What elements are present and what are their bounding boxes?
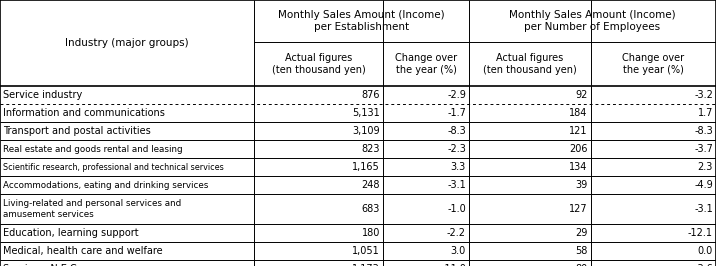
- Text: 1,165: 1,165: [352, 162, 380, 172]
- Text: -8.3: -8.3: [695, 126, 713, 136]
- Text: 80: 80: [576, 264, 588, 266]
- Text: -3.1: -3.1: [448, 180, 466, 190]
- Text: 180: 180: [362, 228, 380, 238]
- Text: 134: 134: [569, 162, 588, 172]
- Text: -3.2: -3.2: [694, 90, 713, 100]
- Text: Information and communications: Information and communications: [3, 108, 165, 118]
- Text: 92: 92: [576, 90, 588, 100]
- Text: 3,109: 3,109: [352, 126, 380, 136]
- Text: 0.0: 0.0: [698, 246, 713, 256]
- Text: Industry (major groups): Industry (major groups): [65, 38, 189, 48]
- Text: Service industry: Service industry: [3, 90, 82, 100]
- Text: -3.1: -3.1: [695, 204, 713, 214]
- Text: Real estate and goods rental and leasing: Real estate and goods rental and leasing: [3, 144, 183, 153]
- Text: 39: 39: [576, 180, 588, 190]
- Text: 876: 876: [362, 90, 380, 100]
- Text: 2.3: 2.3: [697, 162, 713, 172]
- Text: Change over
the year (%): Change over the year (%): [622, 53, 684, 75]
- Text: -8.3: -8.3: [448, 126, 466, 136]
- Text: -1.0: -1.0: [448, 204, 466, 214]
- Text: -2.2: -2.2: [447, 228, 466, 238]
- Text: 206: 206: [569, 144, 588, 154]
- Text: Actual figures
(ten thousand yen): Actual figures (ten thousand yen): [272, 53, 365, 75]
- Text: Services, N.E.C: Services, N.E.C: [3, 264, 77, 266]
- Text: 3.3: 3.3: [451, 162, 466, 172]
- Text: 58: 58: [576, 246, 588, 256]
- Text: 248: 248: [362, 180, 380, 190]
- Text: -12.1: -12.1: [688, 228, 713, 238]
- Text: Scientific research, professional and technical services: Scientific research, professional and te…: [3, 163, 223, 172]
- Text: -3.7: -3.7: [694, 144, 713, 154]
- Text: Living-related and personal services and
amusement services: Living-related and personal services and…: [3, 199, 181, 219]
- Text: 1.7: 1.7: [697, 108, 713, 118]
- Text: 184: 184: [569, 108, 588, 118]
- Text: Accommodations, eating and drinking services: Accommodations, eating and drinking serv…: [3, 181, 208, 189]
- Text: -4.9: -4.9: [695, 180, 713, 190]
- Text: Transport and postal activities: Transport and postal activities: [3, 126, 151, 136]
- Text: 127: 127: [569, 204, 588, 214]
- Text: Actual figures
(ten thousand yen): Actual figures (ten thousand yen): [483, 53, 576, 75]
- Text: Monthly Sales Amount (Income)
per Establishment: Monthly Sales Amount (Income) per Establ…: [279, 10, 445, 32]
- Text: 3.0: 3.0: [451, 246, 466, 256]
- Text: Change over
the year (%): Change over the year (%): [395, 53, 457, 75]
- Text: Medical, health care and welfare: Medical, health care and welfare: [3, 246, 163, 256]
- Text: 1,051: 1,051: [352, 246, 380, 256]
- Text: -2.9: -2.9: [447, 90, 466, 100]
- Text: 1,173: 1,173: [352, 264, 380, 266]
- Text: 29: 29: [576, 228, 588, 238]
- Text: 121: 121: [569, 126, 588, 136]
- Text: Education, learning support: Education, learning support: [3, 228, 139, 238]
- Text: 683: 683: [362, 204, 380, 214]
- Text: -2.3: -2.3: [447, 144, 466, 154]
- Text: Monthly Sales Amount (Income)
per Number of Employees: Monthly Sales Amount (Income) per Number…: [509, 10, 676, 32]
- Text: 5,131: 5,131: [352, 108, 380, 118]
- Text: 823: 823: [362, 144, 380, 154]
- Text: -11.0: -11.0: [441, 264, 466, 266]
- Text: -1.7: -1.7: [447, 108, 466, 118]
- Text: -3.6: -3.6: [695, 264, 713, 266]
